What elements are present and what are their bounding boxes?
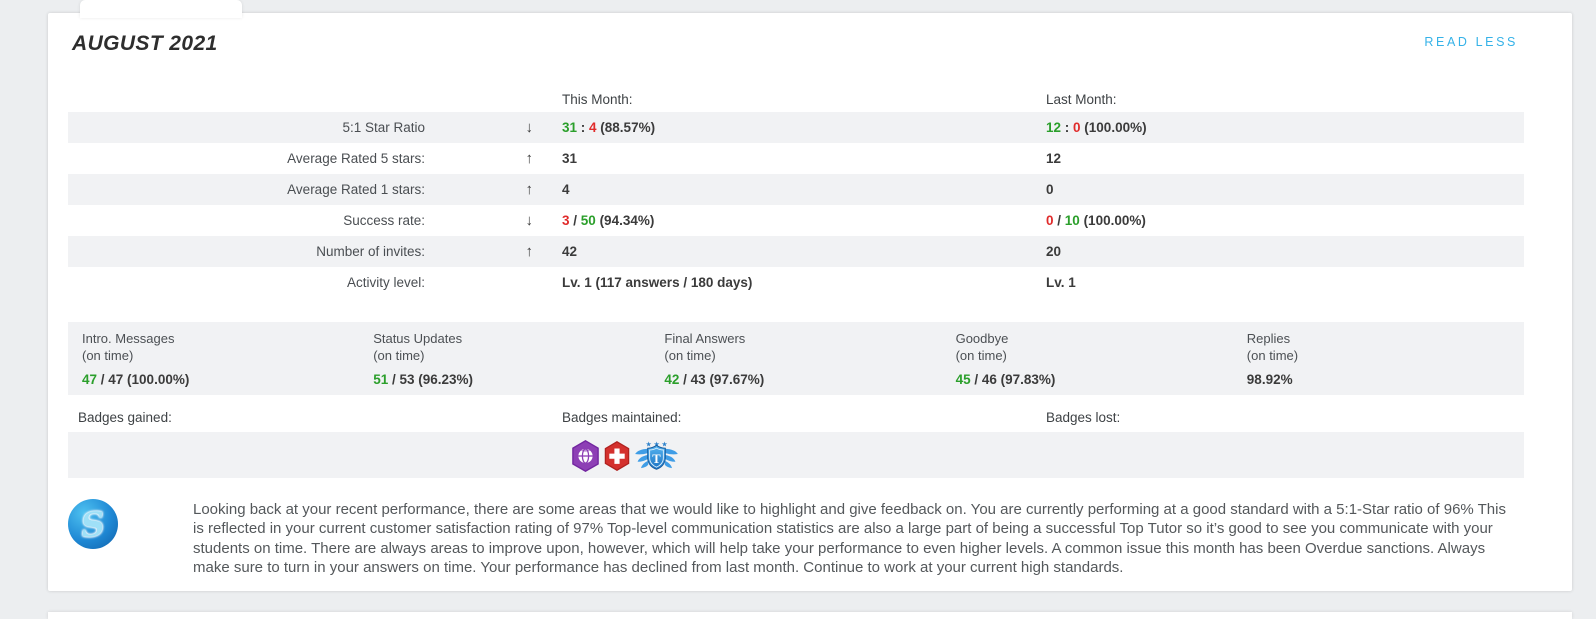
badges-gained-label: Badges gained: <box>78 410 172 425</box>
last-month-value: 12 <box>1046 151 1062 166</box>
row-label: Number of invites: <box>316 244 425 259</box>
last-month-value: Lv. 1 <box>1046 275 1076 290</box>
row-label: Average Rated 5 stars: <box>287 151 425 166</box>
studypool-logo: S <box>68 499 118 549</box>
row-label: Activity level: <box>346 275 425 290</box>
badges-band: ★ ★ ★ T <box>68 432 1524 478</box>
trend-up-icon: ↑ <box>525 181 534 198</box>
stat-value: 42 / 43 (97.67%) <box>664 372 765 387</box>
row-label: 5:1 Star Ratio <box>342 120 425 135</box>
badges-maintained-label: Badges maintained: <box>562 410 682 425</box>
winged-shield-t-badge-icon: ★ ★ ★ T <box>635 440 678 470</box>
trend-down-icon: ↓ <box>525 119 534 136</box>
stat-value: 98.92% <box>1246 372 1293 387</box>
trend-up-icon: ↑ <box>525 243 534 260</box>
this-month-value: Lv. 1 (117 answers / 180 days) <box>562 275 753 290</box>
stat-intro-messages: Intro. Messages (on time) 47 / 47 (100.0… <box>68 322 359 395</box>
last-month-header: Last Month: <box>1046 91 1117 107</box>
table-row-rated-5-stars: Average Rated 5 stars: ↑ 31 12 <box>68 143 1524 174</box>
badges-lost-label: Badges lost: <box>1046 410 1121 425</box>
stat-goodbye: Goodbye (on time) 45 / 46 (97.83%) <box>942 322 1233 395</box>
table-row-invites: Number of invites: ↑ 42 20 <box>68 236 1524 267</box>
table-row-activity-level: Activity level: Lv. 1 (117 answers / 180… <box>68 267 1524 298</box>
last-month-value: 0 / 10 (100.00%) <box>1046 213 1146 228</box>
read-less-button[interactable]: READ LESS <box>1424 35 1518 49</box>
svg-text:T: T <box>652 452 661 466</box>
this-month-value: 31 <box>562 151 578 166</box>
row-label: Success rate: <box>343 213 425 228</box>
stat-final-answers: Final Answers (on time) 42 / 43 (97.67%) <box>650 322 941 395</box>
feedback-paragraph: Looking back at your recent performance,… <box>193 501 1506 577</box>
stat-value: 51 / 53 (96.23%) <box>373 372 474 387</box>
table-row-star-ratio: 5:1 Star Ratio ↓ 31 : 4 (88.57%) 12 : 0 … <box>68 112 1524 143</box>
medic-cross-hex-badge-icon <box>604 440 630 471</box>
stat-replies: Replies (on time) 98.92% <box>1233 322 1524 395</box>
page-title: AUGUST 2021 <box>72 32 218 55</box>
last-month-value: 12 : 0 (100.00%) <box>1046 120 1147 135</box>
this-month-value: 31 : 4 (88.57%) <box>562 120 656 135</box>
last-month-value: 20 <box>1046 244 1062 259</box>
monthly-report-card: AUGUST 2021 READ LESS This Month: Last M… <box>48 13 1572 591</box>
stat-label: Replies (on time) <box>1246 331 1299 363</box>
this-month-value: 4 <box>562 182 570 197</box>
table-row-rated-1-stars: Average Rated 1 stars: ↑ 4 0 <box>68 174 1524 205</box>
globe-hex-badge-icon <box>572 439 599 472</box>
badges-maintained-row: ★ ★ ★ T <box>571 439 679 472</box>
this-month-value: 3 / 50 (94.34%) <box>562 213 655 228</box>
stat-value: 47 / 47 (100.00%) <box>82 372 190 387</box>
timeliness-stats-band: Intro. Messages (on time) 47 / 47 (100.0… <box>68 322 1524 395</box>
this-month-value: 42 <box>562 244 578 259</box>
comparison-table-header: This Month: Last Month: <box>68 86 1524 112</box>
svg-text:★ ★ ★: ★ ★ ★ <box>645 440 667 448</box>
stat-status-updates: Status Updates (on time) 51 / 53 (96.23%… <box>359 322 650 395</box>
section-tab-stub <box>80 0 242 18</box>
stat-label: Status Updates (on time) <box>373 331 463 363</box>
last-month-value: 0 <box>1046 182 1054 197</box>
row-label: Average Rated 1 stars: <box>287 182 425 197</box>
logo-letter: S <box>79 503 107 545</box>
trend-up-icon: ↑ <box>525 150 534 167</box>
stat-label: Goodbye (on time) <box>955 331 1009 363</box>
next-section-edge <box>48 612 1572 619</box>
comparison-table: 5:1 Star Ratio ↓ 31 : 4 (88.57%) 12 : 0 … <box>68 112 1524 298</box>
this-month-header: This Month: <box>562 91 633 107</box>
stat-label: Final Answers (on time) <box>664 331 746 363</box>
stat-label: Intro. Messages (on time) <box>82 331 175 363</box>
trend-down-icon: ↓ <box>525 212 534 229</box>
stat-value: 45 / 46 (97.83%) <box>955 372 1056 387</box>
table-row-success-rate: Success rate: ↓ 3 / 50 (94.34%) 0 / 10 (… <box>68 205 1524 236</box>
